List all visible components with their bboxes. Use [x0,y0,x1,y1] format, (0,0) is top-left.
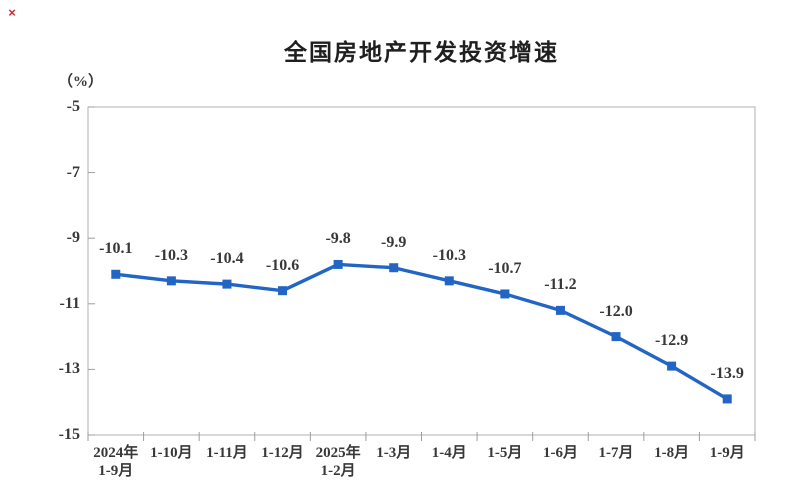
x-tick-label: 1-5月 [487,445,523,461]
data-point-marker [611,332,621,342]
y-tick-label: -15 [58,426,80,443]
x-tick-label: 2025年 1-2月 [315,445,361,479]
x-tick-label: 1-3月 [376,445,412,461]
data-label: -11.2 [544,276,577,294]
data-point-marker [722,394,732,404]
data-label: -10.6 [265,256,300,274]
x-tick-label: 1-10月 [150,445,193,461]
trend-line [114,262,729,401]
y-tick-label: -5 [66,98,80,115]
data-label: -9.9 [381,233,407,251]
x-tick-label: 1-9月 [709,445,745,461]
y-tick-label: -9 [66,229,80,247]
data-label: -10.7 [488,259,522,277]
data-point-marker [222,279,232,289]
y-tick-label: -11 [59,294,80,312]
data-point-marker [278,286,288,296]
x-tick-label: 1-6月 [542,445,578,461]
x-tick-label: 1-4月 [431,445,467,461]
data-point-marker [333,259,343,269]
y-axis-unit-label: （%） [58,74,104,90]
data-label: -10.4 [210,250,244,268]
chart-title: 全国房地产开发投资增速 [284,39,559,65]
data-point-marker [444,276,454,286]
data-point-marker [166,276,176,286]
data-label: -12.0 [599,302,633,320]
data-label: -10.1 [99,240,133,258]
data-label: -10.3 [154,246,189,264]
data-point-marker [667,361,677,371]
data-point-marker [389,263,399,273]
data-label: -9.8 [325,230,351,248]
data-point-marker [500,289,510,299]
data-point-marker [555,305,565,315]
x-tick-label: 1-12月 [261,445,304,461]
x-tick-label: 1-11月 [206,445,248,461]
data-label: -10.3 [432,246,466,264]
x-tick-label: 2024年 1-9月 [93,445,139,479]
x-tick-label: 1-7月 [598,445,634,461]
data-point-marker [111,269,121,279]
plot-border [87,106,756,436]
broken-image-icon: × [8,5,16,20]
y-tick-label: -7 [66,163,80,181]
data-label: -13.9 [710,364,744,382]
x-tick-label: 1-8月 [654,445,690,461]
data-label: -12.9 [654,332,689,350]
y-tick-label: -13 [58,360,80,378]
